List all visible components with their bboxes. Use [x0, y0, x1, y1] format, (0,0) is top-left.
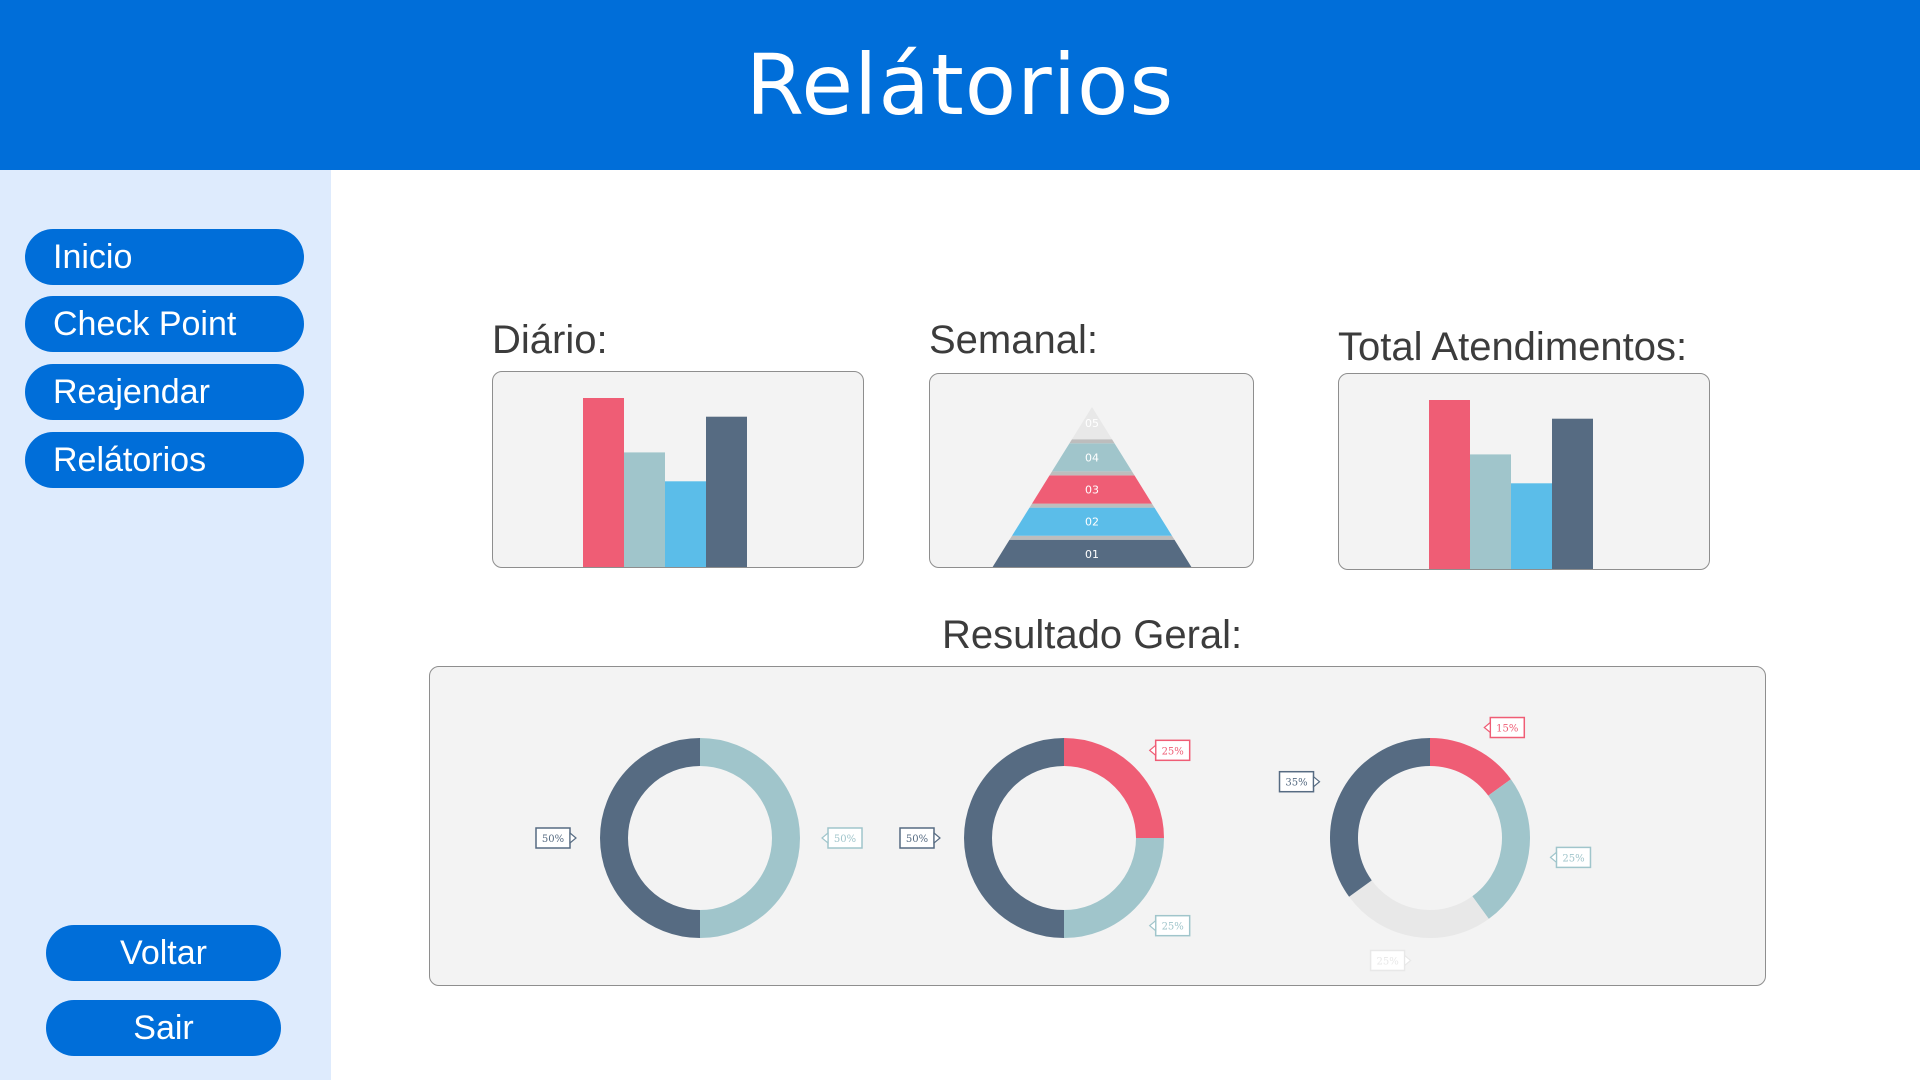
data-label-text: 25%	[1162, 922, 1184, 933]
data-label-text: 50%	[542, 834, 564, 845]
pyramid-separator	[1029, 503, 1155, 508]
donut-2-data-label-3: 50%	[899, 827, 941, 849]
page-title: Relátorios	[745, 36, 1175, 134]
donut-3-slice-2	[1471, 779, 1530, 919]
total-chart-panel	[1338, 373, 1710, 570]
pyramid-separator	[1049, 471, 1135, 476]
sair-button[interactable]: Sair	[46, 1000, 281, 1056]
overall-chart-panel: 50% 50% 25% 25% 50% 15% 25% 25% 35%	[429, 666, 1766, 986]
donut-1-slice-2	[600, 738, 701, 938]
donut-3-data-label-2: 25%	[1549, 846, 1592, 869]
daily-bar-4	[706, 416, 747, 567]
pyramid-level-01	[992, 539, 1192, 567]
weekly-pyramid-chart: 01 02 03 04 05	[992, 407, 1192, 567]
voltar-button[interactable]: Voltar	[46, 925, 281, 981]
pyramid-level-03	[1032, 475, 1152, 504]
data-label-pointer	[821, 831, 829, 845]
total-bar-4	[1552, 418, 1593, 569]
pyramid-level-label: 02	[1085, 516, 1099, 529]
pyramid-separator	[1009, 535, 1175, 540]
donut-3-data-label-1: 15%	[1483, 716, 1526, 739]
donut-2-slice-1	[1063, 738, 1164, 839]
data-label-pointer	[569, 831, 577, 845]
daily-bar-2	[624, 452, 665, 567]
data-label-text: 25%	[1162, 746, 1184, 757]
pyramid-level-02	[1012, 507, 1172, 536]
data-label-text: 35%	[1285, 778, 1307, 789]
daily-bar-chart	[583, 398, 747, 567]
donut-2-slice-3	[964, 738, 1065, 938]
total-bar-chart	[1429, 400, 1593, 569]
pyramid-level-label: 03	[1085, 484, 1099, 497]
data-label-pointer	[1312, 775, 1321, 788]
weekly-chart-panel: 01 02 03 04 05	[929, 373, 1254, 568]
total-bar-3	[1511, 483, 1552, 569]
data-label-text: 50%	[834, 834, 856, 845]
daily-bar-1	[583, 398, 624, 567]
data-label-text: 50%	[906, 834, 928, 845]
donut-3-data-label-4: 35%	[1278, 770, 1321, 793]
pyramid-level-04	[1052, 443, 1132, 472]
donut-2-data-label-2: 25%	[1148, 914, 1191, 937]
pyramid-separator	[1069, 439, 1115, 444]
pyramid-level-label: 04	[1085, 451, 1099, 464]
nav-inicio-button[interactable]: Inicio	[25, 229, 304, 285]
weekly-title: Semanal:	[929, 318, 1098, 362]
donut-3-slice-3	[1349, 879, 1489, 938]
donut-1-slice-1	[699, 738, 800, 938]
donut-2-slice-2	[1063, 837, 1164, 938]
donut-1-data-label-2: 50%	[535, 827, 577, 849]
overall-title: Resultado Geral:	[942, 613, 1243, 657]
total-title: Total Atendimentos:	[1338, 325, 1688, 369]
data-label-pointer	[1483, 721, 1491, 734]
total-bar-1	[1429, 400, 1470, 569]
data-label-pointer	[1404, 954, 1412, 967]
daily-chart-panel	[492, 371, 864, 568]
data-label-pointer	[933, 831, 941, 845]
daily-bar-3	[665, 481, 706, 567]
nav-check-point-button[interactable]: Check Point	[25, 296, 304, 352]
data-label-text: 25%	[1376, 956, 1398, 967]
nav-reajendar-button[interactable]: Reajendar	[25, 364, 304, 420]
nav-relatorios-button[interactable]: Relátorios	[25, 432, 304, 488]
pyramid-level-label: 05	[1085, 417, 1099, 430]
data-label-pointer	[1549, 851, 1558, 864]
data-label-text: 25%	[1562, 853, 1584, 864]
header-bar: Relátorios	[0, 0, 1920, 170]
overall-donut-charts: 50% 50% 25% 25% 50% 15% 25% 25% 35%	[535, 716, 1592, 972]
data-label-pointer	[1148, 919, 1157, 932]
donut-2-data-label-1: 25%	[1148, 739, 1191, 762]
donut-3-data-label-3: 25%	[1369, 949, 1412, 972]
total-bar-2	[1470, 454, 1511, 569]
data-label-text: 15%	[1496, 724, 1518, 735]
pyramid-level-05	[1072, 407, 1112, 440]
daily-title: Diário:	[492, 318, 608, 362]
donut-3-slice-1	[1429, 738, 1511, 797]
donut-1-data-label-1: 50%	[821, 827, 863, 849]
data-label-pointer	[1148, 744, 1157, 757]
pyramid-level-label: 01	[1085, 548, 1099, 561]
donut-3-slice-4	[1330, 738, 1431, 897]
